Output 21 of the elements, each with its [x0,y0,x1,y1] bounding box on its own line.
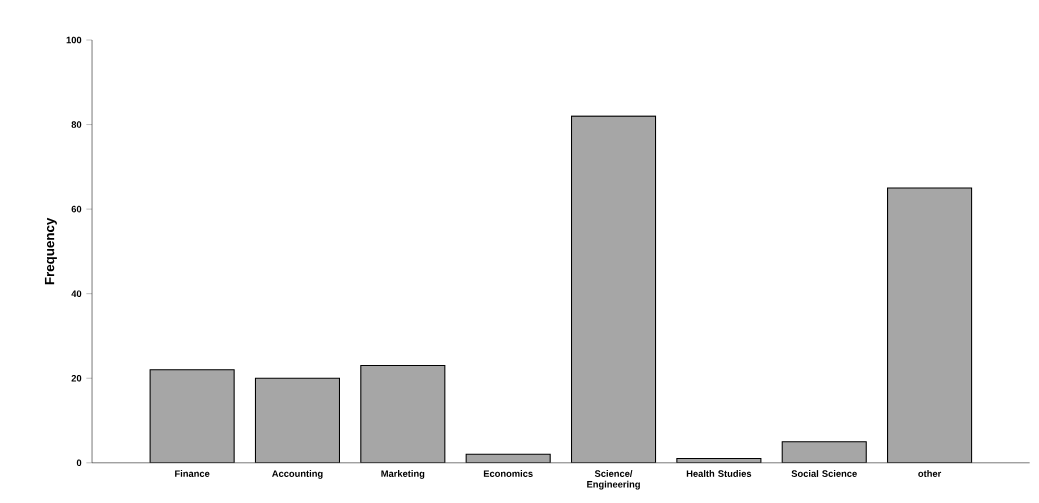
x-tick-label: Social Science [791,470,857,478]
y-tick-label: 60 [71,205,82,213]
x-tick-label: other [918,470,942,478]
bar [887,187,973,463]
x-tick-label: Science/ Engineering [587,470,640,490]
y-tick-label: 0 [76,459,82,467]
x-tick-label: Finance [175,470,210,478]
y-tick-label: 80 [71,121,82,128]
bar [254,377,341,463]
bar [781,441,867,463]
x-tick-label: Health Studies [686,470,752,478]
y-axis-title: Frequency [44,217,57,285]
x-tick-label: Marketing [381,470,425,479]
bar [149,369,235,463]
y-tick-label: 20 [71,375,82,382]
x-tick-label: Economics [483,470,533,478]
bar [570,115,657,463]
x-tick-label: Accounting [272,470,323,479]
y-tick-label: 40 [71,290,82,298]
bar [360,365,446,463]
y-tick-label: 100 [66,36,82,44]
